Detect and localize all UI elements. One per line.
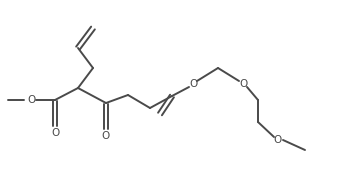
Text: O: O xyxy=(27,95,35,105)
Text: O: O xyxy=(189,79,197,89)
Text: O: O xyxy=(51,128,59,138)
Text: O: O xyxy=(102,131,110,141)
Text: O: O xyxy=(274,135,282,145)
Text: O: O xyxy=(239,79,247,89)
